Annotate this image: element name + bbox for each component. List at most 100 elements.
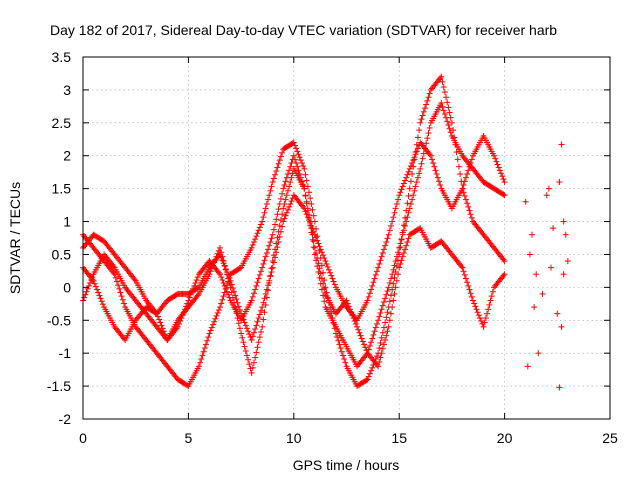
data-point (310, 244, 317, 251)
data-point (273, 216, 280, 223)
data-point (391, 262, 398, 269)
data-point (396, 244, 403, 251)
data-point (215, 269, 222, 276)
data-point (120, 300, 127, 307)
data-point (277, 153, 284, 160)
data-point (414, 145, 421, 152)
data-point (366, 370, 373, 377)
data-point (241, 343, 248, 350)
data-point (266, 242, 273, 249)
y-tick-label: 3 (63, 82, 71, 98)
data-point (410, 157, 417, 164)
data-point (378, 334, 385, 341)
data-point (345, 303, 352, 310)
data-point (398, 186, 405, 193)
data-point (261, 309, 268, 316)
data-point (229, 294, 236, 301)
data-point (269, 231, 276, 238)
data-point (392, 258, 399, 265)
data-point (268, 265, 275, 272)
data-point (253, 322, 260, 329)
data-point (131, 276, 138, 283)
data-point (445, 104, 452, 111)
data-point (425, 94, 432, 101)
data-point (286, 167, 293, 174)
data-point (430, 160, 437, 167)
data-point (366, 290, 373, 297)
data-point (446, 109, 453, 116)
data-point (406, 165, 413, 172)
data-point (317, 246, 324, 253)
data-point (269, 264, 276, 271)
data-point (388, 310, 395, 317)
data-point (313, 234, 320, 241)
data-point (282, 196, 289, 203)
data-point (260, 260, 267, 267)
data-point (270, 252, 277, 259)
data-point (308, 225, 315, 232)
data-point (268, 235, 275, 242)
data-point (358, 335, 365, 342)
data-point (323, 260, 330, 267)
data-point (399, 183, 406, 190)
data-point (390, 266, 397, 273)
data-point (248, 369, 255, 376)
data-point (443, 114, 450, 121)
data-point (486, 301, 493, 308)
data-point (382, 295, 389, 302)
data-point (253, 349, 260, 356)
data-point (386, 317, 393, 324)
y-tick-label: 0.5 (52, 246, 72, 262)
data-point (466, 207, 473, 214)
data-point (406, 185, 413, 192)
data-point (263, 200, 270, 207)
data-point (232, 304, 239, 311)
data-point (385, 323, 392, 330)
data-point (91, 280, 98, 287)
data-point (376, 358, 383, 365)
data-point (234, 315, 241, 322)
data-point (494, 161, 501, 168)
data-point (275, 206, 282, 213)
data-point (389, 304, 396, 311)
data-point (376, 260, 383, 267)
data-point (420, 108, 427, 115)
data-point (300, 162, 307, 169)
data-point (225, 275, 232, 282)
data-point (255, 227, 262, 234)
data-point (97, 295, 104, 302)
data-point (465, 203, 472, 210)
data-point (224, 288, 231, 295)
data-point (424, 97, 431, 104)
data-point (95, 289, 102, 296)
data-point (235, 303, 242, 310)
data-point (395, 196, 402, 203)
data-point (218, 274, 225, 281)
data-point (472, 303, 479, 310)
data-point (252, 354, 259, 361)
data-point (321, 298, 328, 305)
data-point (391, 209, 398, 216)
data-point (369, 335, 376, 342)
data-point (207, 327, 214, 334)
data-point (277, 217, 284, 224)
data-point (116, 285, 123, 292)
data-point (465, 282, 472, 289)
data-point (303, 198, 310, 205)
data-point (254, 344, 261, 351)
data-point (222, 266, 229, 273)
data-point (249, 364, 256, 371)
data-point (89, 274, 96, 281)
data-point (412, 151, 419, 158)
x-tick-label: 10 (286, 430, 302, 446)
data-point (357, 332, 364, 339)
data-point (262, 253, 269, 260)
data-point (307, 195, 314, 202)
data-point (266, 192, 273, 199)
data-point (558, 323, 565, 330)
data-point (468, 214, 475, 221)
data-point (354, 323, 361, 330)
data-point (231, 299, 238, 306)
data-point (501, 258, 508, 265)
x-tick-label: 20 (497, 430, 513, 446)
